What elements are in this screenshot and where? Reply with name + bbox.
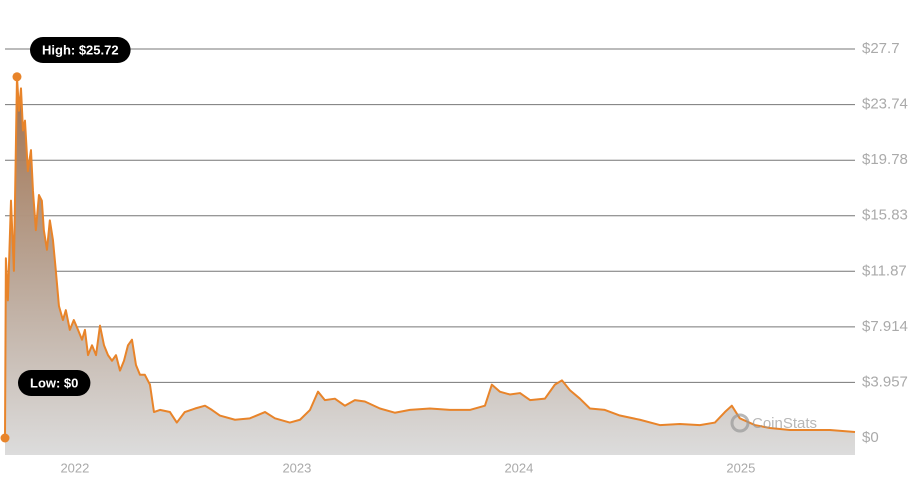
watermark: CoinStats <box>752 415 817 432</box>
y-tick-label: $15.83 <box>862 207 908 224</box>
y-tick-label: $0 <box>862 429 879 446</box>
y-tick-label: $7.914 <box>862 318 908 335</box>
line <box>4 75 856 439</box>
x-tick-label: 2022 <box>60 460 89 475</box>
watermark-icon <box>730 413 750 433</box>
annotations: High: $25.72 Low: $0 <box>18 37 131 396</box>
x-tick-label: 2023 <box>282 460 311 475</box>
low-label: Low: $0 <box>30 375 78 390</box>
y-tick-label: $3.957 <box>862 373 908 390</box>
area <box>5 76 855 455</box>
high-label: High: $25.72 <box>42 42 119 57</box>
y-tick-label: $23.74 <box>862 96 908 113</box>
x-tick-label: 2025 <box>726 460 755 475</box>
grid: $27.7 $23.74 $19.78 $15.83 $11.87 $7.914 $3.95… <box>5 40 908 475</box>
y-tick-label: $19.78 <box>862 151 908 168</box>
y-tick-label: $27.7 <box>862 40 900 57</box>
y-tick-label: $11.87 <box>862 262 907 279</box>
x-tick-label: 2024 <box>504 460 533 475</box>
low-label-bg <box>18 370 91 396</box>
low-point <box>0 433 10 443</box>
high-label-bg <box>30 37 131 63</box>
watermark-group: CoinStats <box>730 413 817 433</box>
plot <box>0 72 856 455</box>
high-point <box>12 72 22 82</box>
